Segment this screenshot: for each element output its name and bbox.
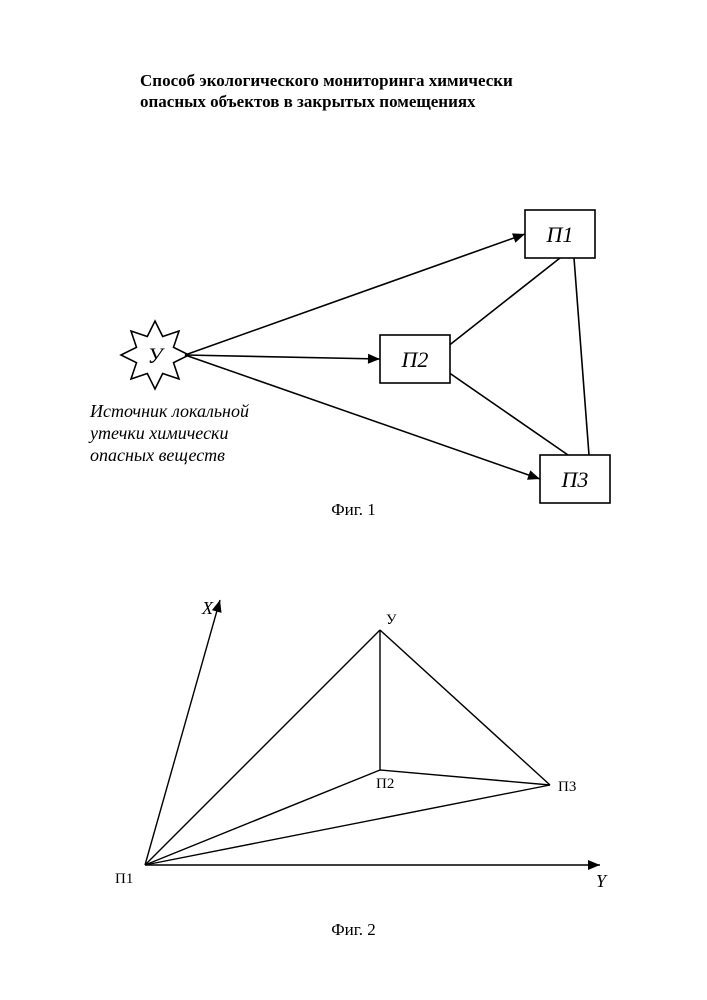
figure-2-svg: X Y У П2 П3 П1 (70, 575, 630, 935)
figure-2-caption: Фиг. 2 (0, 920, 707, 940)
source-label: У (148, 343, 166, 368)
box-p3-label: П3 (561, 467, 589, 492)
figure-1-svg: У Источник локальнойутечки химическиопасн… (70, 160, 630, 520)
page-title: Способ экологического мониторинга химиче… (140, 70, 580, 113)
source-text-line3: опасных веществ (90, 445, 225, 465)
vertex-u-label: У (386, 612, 397, 628)
vertex-p2-label: П2 (376, 776, 394, 792)
figure-2: X Y У П2 П3 П1 (70, 575, 630, 935)
figure-1: У Источник локальнойутечки химическиопасн… (70, 160, 630, 520)
box-p1-label: П1 (546, 222, 574, 247)
vertex-p3-label: П3 (558, 779, 576, 795)
axis-x-label: X (201, 598, 214, 618)
source-text-line2: утечки химически (88, 423, 228, 443)
page: Способ экологического мониторинга химиче… (0, 0, 707, 1000)
source-text-line1: Источник локальной (89, 401, 249, 421)
box-p2-label: П2 (401, 347, 429, 372)
figure-1-caption: Фиг. 1 (0, 500, 707, 520)
axis-y-label: Y (596, 871, 608, 891)
vertex-p1-label: П1 (115, 871, 133, 887)
